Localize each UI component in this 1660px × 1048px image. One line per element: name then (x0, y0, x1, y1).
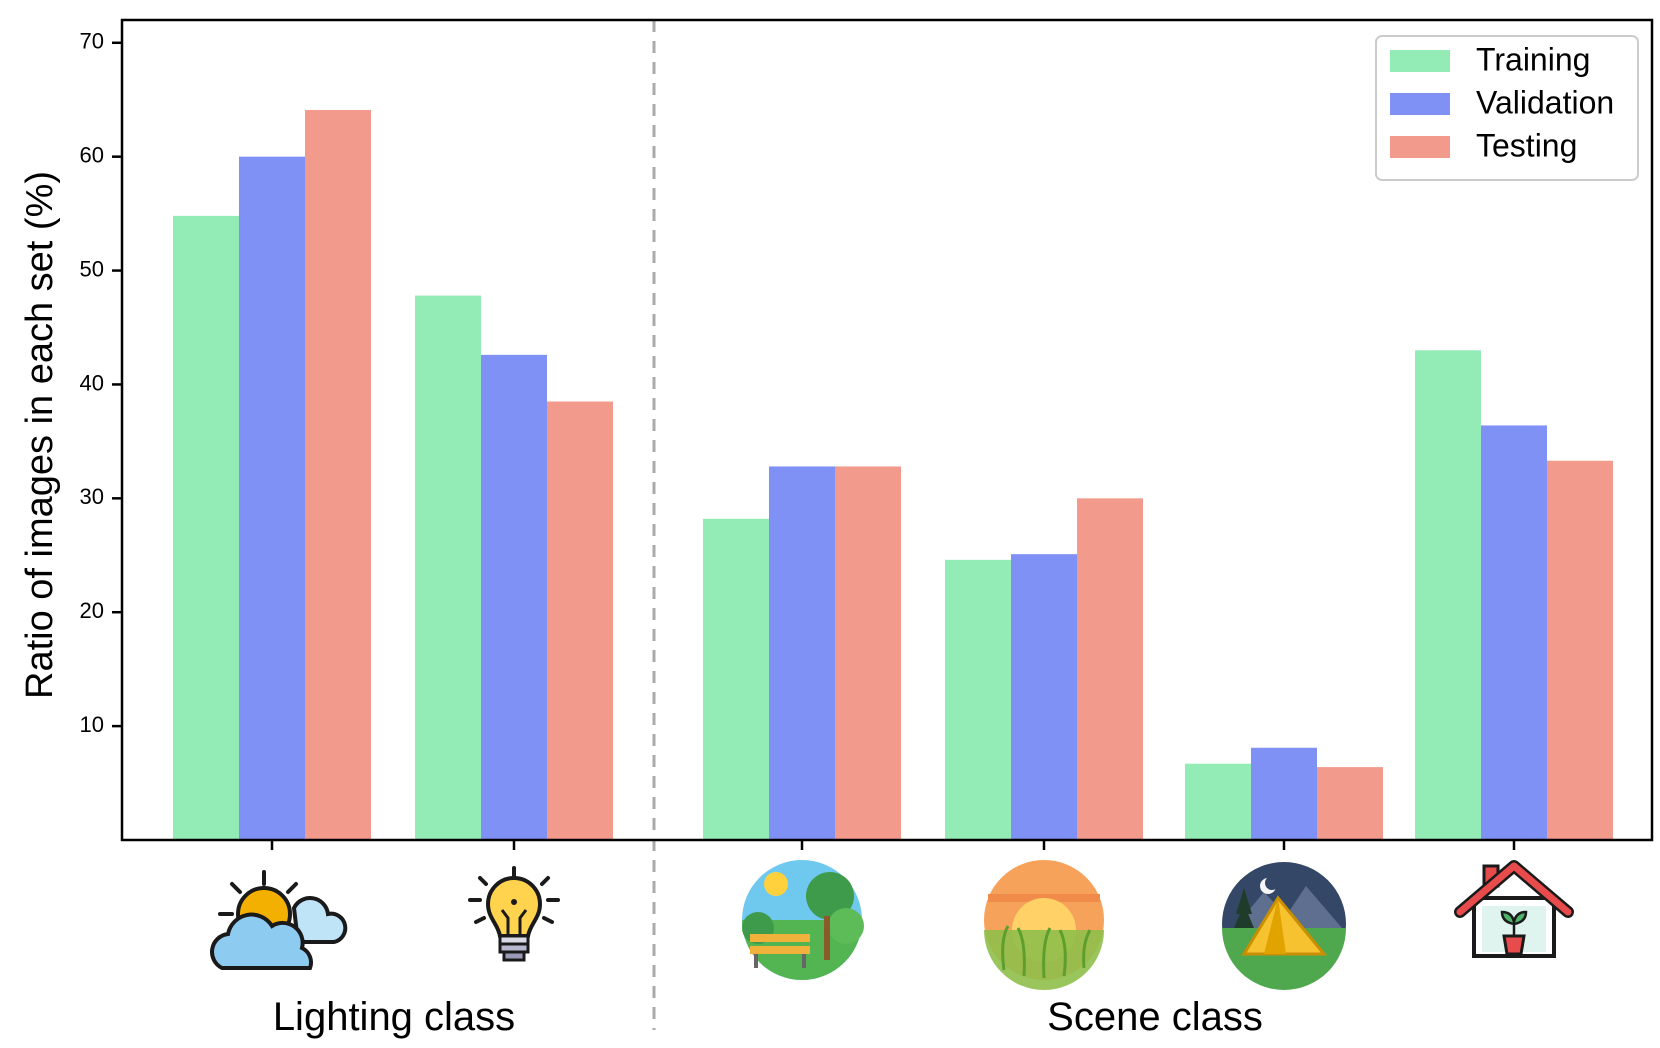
bar-testing-artificial-light-icon (547, 401, 613, 840)
x-axis-ticks (270, 840, 1516, 850)
legend-label-training: Training (1476, 41, 1590, 77)
legend: Training Validation Testing (1375, 35, 1639, 181)
bar-testing-park-icon (835, 466, 901, 840)
indoor-home-icon (1454, 860, 1574, 958)
bar-validation-artificial-light-icon (481, 354, 547, 840)
bar-validation-indoor-home-icon (1481, 425, 1547, 840)
bar-training-night-camp-icon (1185, 763, 1251, 840)
bar-validation-sunset-field-icon (1011, 554, 1077, 840)
legend-swatch-testing (1390, 136, 1450, 158)
y-tick-label: 10 (80, 712, 104, 737)
night-camp-icon (1222, 862, 1346, 990)
y-tick-label: 50 (80, 256, 104, 281)
bar-testing-sunset-field-icon (1077, 498, 1143, 840)
legend-swatch-validation (1390, 93, 1450, 115)
y-tick-label: 20 (80, 598, 104, 623)
bar-validation-night-camp-icon (1251, 747, 1317, 840)
park-icon (742, 860, 864, 980)
category-icons (210, 860, 1574, 990)
legend-label-testing: Testing (1476, 127, 1577, 163)
bar-validation-park-icon (769, 466, 835, 840)
bar-training-sunset-field-icon (945, 559, 1011, 840)
y-tick-label: 40 (80, 370, 104, 395)
y-tick-label: 30 (80, 484, 104, 509)
bar-validation-daylight-icon (239, 156, 305, 840)
daylight-icon (210, 870, 348, 970)
group-label-lighting: Lighting class (273, 995, 515, 1039)
y-axis-ticks: 10 20 30 40 50 60 70 (80, 29, 122, 737)
bar-testing-night-camp-icon (1317, 767, 1383, 840)
bar-testing-indoor-home-icon (1547, 460, 1613, 840)
artificial-light-icon (468, 866, 560, 962)
group-label-scene: Scene class (1047, 995, 1263, 1039)
bar-training-indoor-home-icon (1415, 350, 1481, 840)
bar-training-daylight-icon (173, 215, 239, 840)
bar-training-artificial-light-icon (415, 295, 481, 841)
y-axis-title: Ratio of images in each set (%) (19, 171, 61, 699)
y-tick-label: 60 (80, 142, 104, 167)
legend-label-validation: Validation (1476, 84, 1614, 120)
plot-frame (120, 18, 1654, 842)
y-tick-label: 70 (80, 29, 104, 54)
bar-series (173, 109, 1613, 841)
bar-testing-daylight-icon (305, 109, 371, 840)
bar-training-park-icon (703, 518, 769, 840)
sunset-field-icon (984, 860, 1104, 990)
legend-swatch-training (1390, 50, 1450, 72)
